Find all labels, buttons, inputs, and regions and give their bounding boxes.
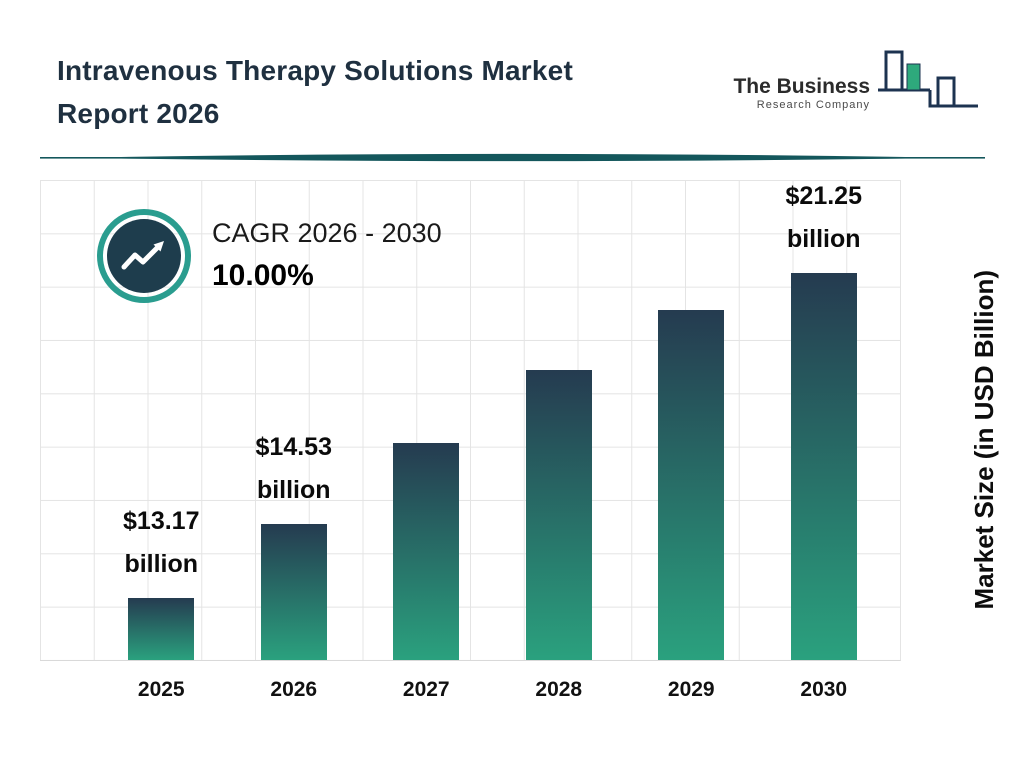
bar-2030 <box>790 273 857 660</box>
page-title: Intravenous Therapy Solutions Market Rep… <box>57 50 573 135</box>
logo-subtitle: Research Company <box>756 99 870 111</box>
x-axis-label-2030: 2030 <box>800 678 848 701</box>
logo-text: The Business Research Company <box>733 49 870 111</box>
bar-2026 <box>260 524 327 660</box>
bar-column-2025: $13.17 billion <box>95 180 228 660</box>
cagr-label: CAGR 2026 - 2030 <box>212 218 442 248</box>
bar-value-label-2030: $21.25 billion <box>724 175 924 261</box>
bar-value-label-2025: $13.17 billion <box>61 500 261 586</box>
logo: The Business Research Company <box>733 42 978 118</box>
bar-2025 <box>128 598 195 660</box>
x-axis-label-2029: 2029 <box>667 678 715 701</box>
bar-2028 <box>525 370 592 660</box>
bar-value-amount: $13.17 <box>123 507 200 535</box>
y-axis-title-text: Market Size (in USD Billion) <box>969 270 999 610</box>
logo-bar-chart-icon <box>878 50 978 108</box>
y-axis-title: Market Size (in USD Billion) <box>969 210 1000 670</box>
bar-value-unit: billion <box>256 476 331 504</box>
cagr-value: 10.00% <box>212 259 314 292</box>
x-axis: 2025 2026 2027 2028 2029 2030 <box>40 678 900 702</box>
bar-chart: $13.17 billion $14.53 billion $21.25 billion <box>40 180 901 661</box>
logo-name: The Business <box>733 75 870 98</box>
divider-line <box>40 153 985 162</box>
bar-2027 <box>393 443 460 660</box>
bar-value-amount: $21.25 <box>785 182 862 210</box>
bar-column-2028 <box>493 180 626 660</box>
bar-column-2027 <box>360 180 493 660</box>
x-axis-label-2025: 2025 <box>137 678 185 701</box>
bar-column-2026: $14.53 billion <box>228 180 361 660</box>
page-title-line1: Intravenous Therapy Solutions Market <box>57 55 573 86</box>
bar-value-unit: billion <box>786 225 861 253</box>
bar-column-2030: $21.25 billion <box>758 180 891 660</box>
page-title-line2: Report 2026 <box>57 97 220 129</box>
bars-container: $13.17 billion $14.53 billion $21.25 billion <box>40 180 900 660</box>
x-axis-label-2026: 2026 <box>270 678 318 701</box>
bar-value-label-2026: $14.53 billion <box>194 426 394 512</box>
bar-value-unit: billion <box>124 550 199 578</box>
bar-2029 <box>658 310 725 660</box>
bar-column-2029 <box>625 180 758 660</box>
growth-arrow-icon <box>96 208 192 309</box>
x-axis-label-2027: 2027 <box>402 678 450 701</box>
x-axis-label-2028: 2028 <box>535 678 583 701</box>
bar-value-amount: $14.53 <box>255 433 332 461</box>
cagr-block: CAGR 2026 - 2030 10.00% <box>212 218 442 293</box>
